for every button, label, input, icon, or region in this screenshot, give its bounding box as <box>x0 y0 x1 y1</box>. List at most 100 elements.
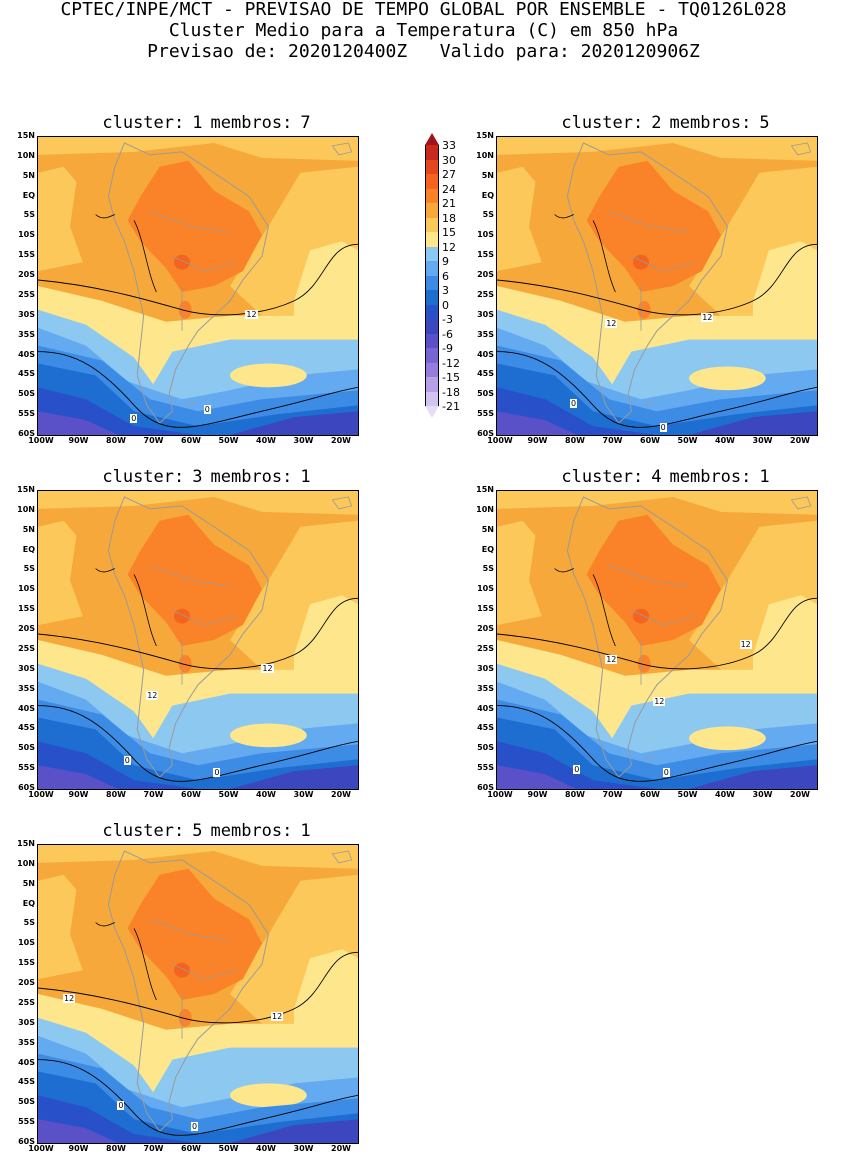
lat-tick-label: 15S <box>18 958 35 968</box>
lat-tick-label: 40S <box>477 703 494 713</box>
lon-tick-label: 60W <box>181 436 201 445</box>
lat-tick-label: 30S <box>18 663 35 673</box>
map-panel-cluster-1: cluster: 1 membros: 7 12 0 0 15N 10N 5N EQ 5S 10S 15S… <box>12 113 397 458</box>
legend-color-band <box>425 217 439 232</box>
lon-tick-label: 90W <box>68 790 89 799</box>
lon-tick-label: 20W <box>790 790 810 799</box>
contour-label: 0 <box>662 768 670 778</box>
lat-tick-label: 40S <box>18 1057 35 1067</box>
contour-label: 0 <box>130 414 138 424</box>
lat-tick-label: 20S <box>18 270 35 280</box>
contour-label: 12 <box>605 318 618 328</box>
legend-level-label: 33 <box>442 139 456 152</box>
lat-tick-label: 10N <box>17 858 35 868</box>
lat-tick-label: 15N <box>476 131 494 140</box>
lat-tick-label: 5N <box>481 170 494 180</box>
lon-tick-label: 30W <box>293 436 314 445</box>
lon-tick-label: 40W <box>715 436 735 445</box>
lon-tick-label: 90W <box>68 436 89 445</box>
lat-tick-label: 50S <box>18 743 35 753</box>
lat-tick-label: 15S <box>18 250 35 260</box>
lat-tick-label: 25S <box>477 643 494 653</box>
lon-tick-label: 50W <box>218 1144 239 1153</box>
lon-tick-label: 60W <box>640 436 660 445</box>
legend-bottom-arrow <box>425 406 439 418</box>
lon-tick-label: 50W <box>677 436 698 445</box>
lon-tick-label: 100W <box>487 436 513 445</box>
map-panel-cluster-5: cluster: 5 membros: 1 12 12 0 0 15N 10N 5N EQ 5S 10S 1… <box>12 821 397 1166</box>
lat-tick-label: 15N <box>17 485 35 494</box>
legend-level-label: 27 <box>442 168 456 181</box>
lon-tick-label: 70W <box>602 790 623 799</box>
lat-tick-label: 20S <box>18 978 35 988</box>
map-panel-cluster-2: cluster: 2 membros: 5 12 12 0 0 15N 10N 5N EQ 5S 10S 1… <box>471 113 847 458</box>
lon-tick-label: 50W <box>677 790 698 799</box>
lat-tick-label: 30S <box>18 1017 35 1027</box>
lon-tick-label: 30W <box>752 790 773 799</box>
panel-title: cluster: 5 membros: 1 <box>12 821 397 841</box>
lat-tick-label: 60S <box>18 783 35 792</box>
legend-color-band <box>425 348 439 363</box>
lat-tick-label: 50S <box>477 389 494 399</box>
members-count: 1 <box>759 467 770 487</box>
legend-color-band <box>425 188 439 203</box>
contour-label: 0 <box>191 1122 199 1132</box>
map-panel-cluster-3: cluster: 3 membros: 1 12 12 0 0 15N 10N 5N EQ 5S 10S 1… <box>12 467 397 812</box>
lat-tick-label: 20S <box>18 624 35 634</box>
lat-tick-label: EQ <box>22 190 35 200</box>
contour-label: 0 <box>573 765 581 775</box>
lat-tick-label: 45S <box>18 1077 35 1087</box>
lat-tick-label: 40S <box>477 349 494 359</box>
legend-level-label: 9 <box>442 255 449 268</box>
legend-level-label: 30 <box>442 153 456 167</box>
lat-tick-label: EQ <box>481 190 494 200</box>
lon-tick-label: 30W <box>293 1144 314 1153</box>
legend-level-label: 3 <box>442 284 449 297</box>
contour-label: 0 <box>570 399 578 409</box>
lat-tick-label: EQ <box>22 898 35 908</box>
lon-tick-label: 100W <box>28 1144 54 1153</box>
legend-level-label: -18 <box>442 385 460 399</box>
legend-level-label: -9 <box>442 342 453 355</box>
forecast-from: Previsao de: 2020120400Z <box>147 41 408 62</box>
members-count: 5 <box>759 113 770 133</box>
legend-color-band <box>425 275 439 290</box>
contour-label: 0 <box>117 1101 125 1111</box>
legend-level-label: 6 <box>442 269 449 283</box>
lon-tick-label: 40W <box>715 790 735 799</box>
lat-tick-label: 10N <box>476 504 494 514</box>
lon-tick-label: 40W <box>256 790 276 799</box>
lat-tick-label: 10S <box>477 230 494 240</box>
lat-tick-label: 30S <box>477 309 494 319</box>
legend-color-band <box>425 304 439 319</box>
contour-label: 0 <box>659 423 667 433</box>
cluster-label: cluster: <box>102 467 185 487</box>
lat-tick-label: 5S <box>482 210 494 220</box>
lon-tick-label: 90W <box>527 436 548 445</box>
lat-tick-label: 5S <box>23 918 35 928</box>
contour-label: 12 <box>271 1011 284 1021</box>
lon-tick-label: 30W <box>752 436 773 445</box>
legend-top-arrow <box>425 133 439 145</box>
lon-tick-label: 60W <box>181 790 201 799</box>
temperature-map <box>37 490 359 790</box>
legend-color-band <box>425 145 439 160</box>
lon-tick-label: 80W <box>106 436 126 445</box>
lat-tick-label: 55S <box>477 409 494 419</box>
lat-tick-label: 45S <box>18 723 35 733</box>
lat-tick-label: 10S <box>18 938 35 948</box>
lon-tick-label: 90W <box>68 1144 89 1153</box>
lon-tick-label: 50W <box>218 790 239 799</box>
panel-title: cluster: 1 membros: 7 <box>12 113 397 133</box>
contour-label: 0 <box>213 768 221 778</box>
cluster-label: cluster: <box>561 467 644 487</box>
lat-tick-label: 5N <box>481 524 494 534</box>
lat-tick-label: 60S <box>18 429 35 438</box>
lat-tick-label: 50S <box>18 389 35 399</box>
legend-color-band <box>425 174 439 189</box>
temperature-map <box>496 136 818 436</box>
lat-tick-label: 20S <box>477 270 494 280</box>
contour-label: 12 <box>146 690 159 700</box>
lat-tick-label: 40S <box>18 349 35 359</box>
lat-tick-label: 55S <box>477 763 494 773</box>
